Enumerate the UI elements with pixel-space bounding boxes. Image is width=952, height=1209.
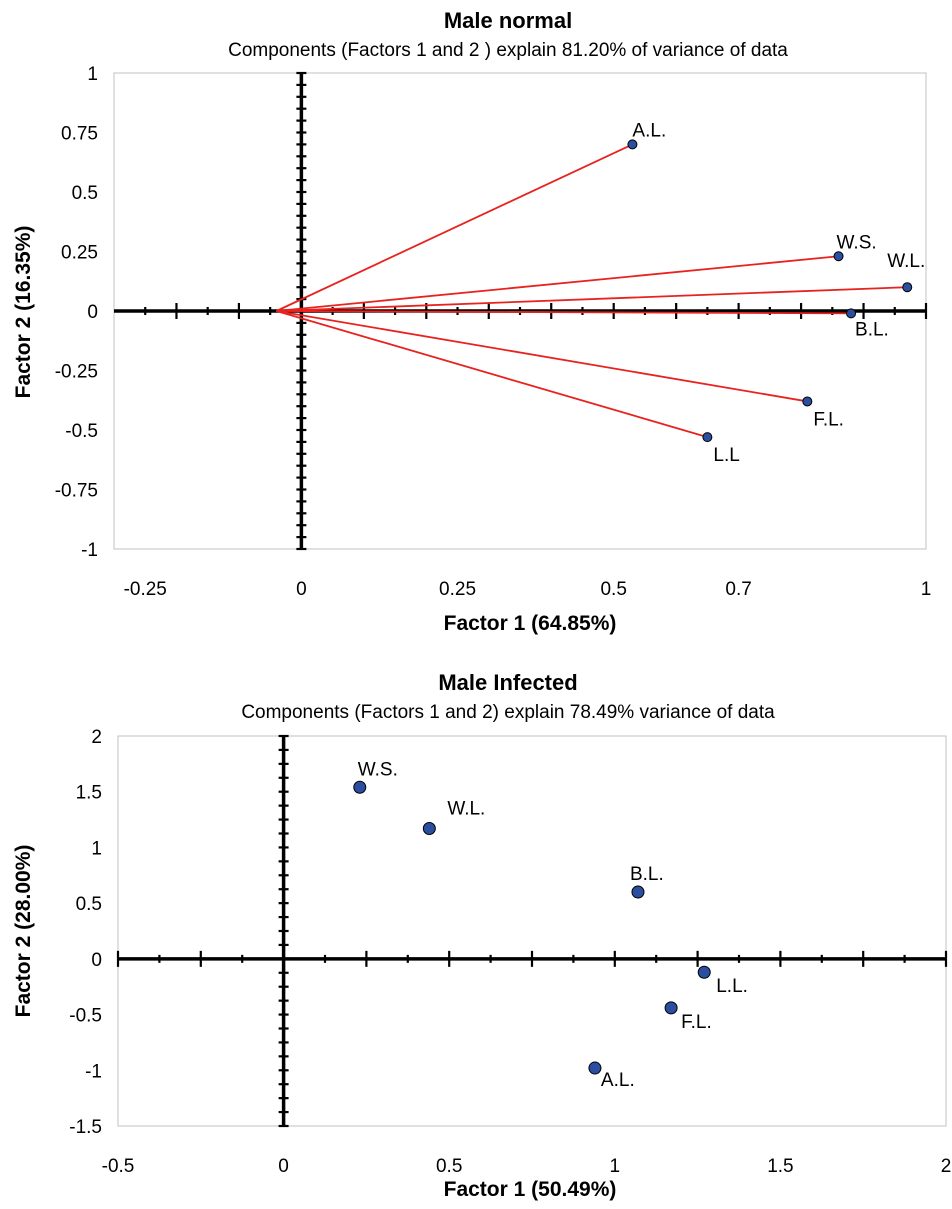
chart-1-x-axis-label: Factor 1 (64.85%)	[444, 612, 617, 635]
data-point	[353, 780, 367, 794]
chart-1-y-tick-label: 0.25	[61, 243, 98, 264]
chart-male-infected: Male Infected Components (Factors 1 and …	[12, 670, 951, 1201]
chart-1-x-tick-label: 1	[921, 579, 932, 600]
chart-1-x-tick-label: 0.7	[725, 579, 751, 600]
chart-1-x-tick-label: 0	[296, 579, 307, 600]
chart-2-y-tick-label: 1.5	[76, 783, 102, 804]
loading-vector	[276, 310, 808, 403]
chart-2-title: Male Infected	[438, 670, 577, 695]
chart-1-y-tick-label: 0.75	[61, 124, 98, 145]
loading-vector	[276, 286, 908, 312]
chart-2-y-tick-label: 1	[91, 838, 102, 859]
data-point	[902, 282, 913, 293]
chart-1-title: Male normal	[444, 8, 572, 33]
data-point	[664, 1001, 678, 1015]
chart-1-x-tick-label: 0.5	[600, 579, 626, 600]
chart-1-y-tick-label: 1	[87, 64, 98, 85]
chart-1-y-tick-label: -0.75	[55, 481, 98, 502]
chart-2-x-tick-label: 1	[610, 1156, 621, 1177]
chart-1-x-tick-label: -0.25	[124, 579, 167, 600]
chart-2-x-tick-label: 1.5	[767, 1156, 793, 1177]
chart-1-y-tick-label: 0	[87, 302, 98, 323]
point-label: F.L.	[681, 1012, 712, 1033]
chart-2-y-axis-label: Factor 2 (28.00%)	[12, 845, 35, 1018]
chart-1-y-tick-label: -1	[81, 540, 98, 561]
data-point	[588, 1061, 602, 1075]
chart-2-y-tick-label: 2	[91, 727, 102, 748]
point-label: L.L.	[716, 976, 748, 997]
point-label: W.S.	[358, 759, 398, 780]
chart-2-plot-area	[117, 735, 947, 1127]
chart-2-y-tick-label: -1.5	[69, 1117, 102, 1138]
data-point	[846, 308, 857, 319]
chart-2-y-tick-label: 0.5	[76, 894, 102, 915]
data-point	[627, 139, 638, 150]
chart-2-subtitle: Components (Factors 1 and 2) explain 78.…	[241, 702, 775, 723]
chart-1-subtitle: Components (Factors 1 and 2 ) explain 81…	[228, 40, 788, 61]
point-label: F.L.	[813, 409, 844, 430]
chart-2-x-tick-label: 0.5	[436, 1156, 462, 1177]
chart-2-y-tick-label: -0.5	[69, 1006, 102, 1027]
point-label: A.L.	[601, 1070, 635, 1091]
chart-male-normal: Male normal Components (Factors 1 and 2 …	[12, 8, 931, 635]
loading-vector	[276, 310, 852, 315]
chart-2-x-axis-label: Factor 1 (50.49%)	[444, 1178, 617, 1201]
point-label: W.S.	[837, 232, 877, 253]
data-point	[802, 396, 813, 407]
chart-1-y-tick-label: 0.5	[72, 183, 98, 204]
point-label: A.L.	[632, 120, 666, 141]
chart-1-y-tick-label: -0.25	[55, 362, 98, 383]
point-label: W.L.	[447, 798, 485, 819]
chart-2-x-tick-label: 0	[278, 1156, 289, 1177]
chart-1-y-axis-label: Factor 2 (16.35%)	[12, 226, 35, 399]
data-point	[702, 432, 713, 443]
loading-vector	[276, 255, 839, 312]
chart-2-x-tick-label: -0.5	[102, 1156, 135, 1177]
chart-2-y-tick-label: 0	[91, 950, 102, 971]
point-label: W.L.	[887, 251, 925, 272]
data-point	[422, 821, 436, 835]
loading-vector	[276, 143, 633, 312]
chart-2-x-tick-label: 2	[941, 1156, 952, 1177]
chart-1-y-tick-label: -0.5	[65, 421, 98, 442]
loading-vector	[276, 310, 708, 439]
data-point	[833, 251, 844, 262]
point-label: B.L.	[630, 864, 664, 885]
data-point	[631, 885, 645, 899]
point-label: B.L.	[855, 319, 889, 340]
data-point	[697, 965, 711, 979]
point-label: L.L	[713, 445, 739, 466]
chart-2-y-tick-label: -1	[85, 1061, 102, 1082]
chart-1-x-tick-label: 0.25	[439, 579, 476, 600]
